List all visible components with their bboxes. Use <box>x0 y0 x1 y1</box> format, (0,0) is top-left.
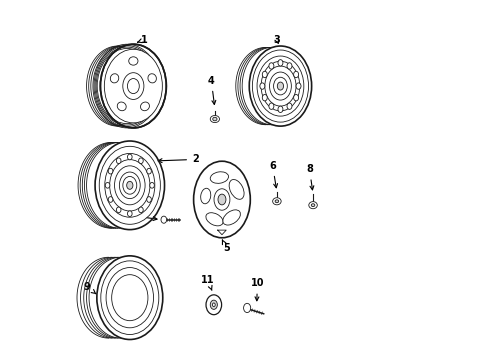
Ellipse shape <box>269 103 274 109</box>
Ellipse shape <box>218 194 226 205</box>
Ellipse shape <box>210 116 220 123</box>
Text: 8: 8 <box>306 165 314 190</box>
Text: 3: 3 <box>273 35 280 45</box>
Text: 4: 4 <box>208 76 216 104</box>
Ellipse shape <box>278 106 283 112</box>
Ellipse shape <box>201 188 211 204</box>
Ellipse shape <box>127 181 133 189</box>
Ellipse shape <box>123 176 137 194</box>
Ellipse shape <box>294 71 298 78</box>
Ellipse shape <box>123 73 144 99</box>
Ellipse shape <box>117 158 121 163</box>
Ellipse shape <box>311 204 315 207</box>
Ellipse shape <box>210 300 218 309</box>
Ellipse shape <box>213 117 217 121</box>
Ellipse shape <box>95 46 159 126</box>
Ellipse shape <box>104 49 162 123</box>
Ellipse shape <box>194 161 250 238</box>
Ellipse shape <box>214 189 230 210</box>
Ellipse shape <box>273 77 287 95</box>
Ellipse shape <box>147 197 151 202</box>
Ellipse shape <box>275 200 279 203</box>
Ellipse shape <box>97 49 157 123</box>
Text: 9: 9 <box>84 282 96 294</box>
Ellipse shape <box>139 207 143 213</box>
Ellipse shape <box>244 303 251 312</box>
Text: 6: 6 <box>270 161 277 188</box>
Ellipse shape <box>96 47 158 125</box>
Ellipse shape <box>278 60 283 66</box>
Ellipse shape <box>99 146 160 224</box>
Ellipse shape <box>294 94 298 101</box>
Ellipse shape <box>139 158 143 163</box>
Ellipse shape <box>148 74 156 83</box>
Ellipse shape <box>127 211 132 216</box>
Ellipse shape <box>117 207 121 213</box>
Ellipse shape <box>252 50 309 122</box>
Ellipse shape <box>127 154 132 160</box>
Ellipse shape <box>206 295 221 315</box>
Ellipse shape <box>223 210 241 225</box>
Text: 11: 11 <box>201 275 215 291</box>
Ellipse shape <box>210 172 228 183</box>
Ellipse shape <box>117 102 126 111</box>
Ellipse shape <box>105 183 110 188</box>
Ellipse shape <box>287 103 292 109</box>
Ellipse shape <box>206 213 223 226</box>
Text: 7: 7 <box>127 211 157 221</box>
Ellipse shape <box>108 197 113 202</box>
Text: 5: 5 <box>222 240 230 253</box>
Text: 10: 10 <box>251 279 264 301</box>
Ellipse shape <box>229 180 244 199</box>
Ellipse shape <box>262 94 267 101</box>
Ellipse shape <box>296 83 301 89</box>
Ellipse shape <box>260 83 265 89</box>
Ellipse shape <box>110 74 119 83</box>
Ellipse shape <box>161 216 167 223</box>
Ellipse shape <box>141 102 149 111</box>
Ellipse shape <box>269 63 274 69</box>
Text: 2: 2 <box>158 154 199 165</box>
Ellipse shape <box>287 63 292 69</box>
Ellipse shape <box>272 198 281 205</box>
Polygon shape <box>218 230 226 235</box>
Ellipse shape <box>262 71 267 78</box>
Ellipse shape <box>309 202 318 209</box>
Ellipse shape <box>108 168 113 174</box>
Ellipse shape <box>147 168 151 174</box>
Ellipse shape <box>150 183 154 188</box>
Ellipse shape <box>127 78 139 94</box>
Ellipse shape <box>212 303 215 306</box>
Ellipse shape <box>101 261 159 334</box>
Text: 1: 1 <box>138 35 147 45</box>
Ellipse shape <box>129 57 138 65</box>
Ellipse shape <box>112 275 148 321</box>
Ellipse shape <box>94 44 160 128</box>
Ellipse shape <box>277 82 284 90</box>
